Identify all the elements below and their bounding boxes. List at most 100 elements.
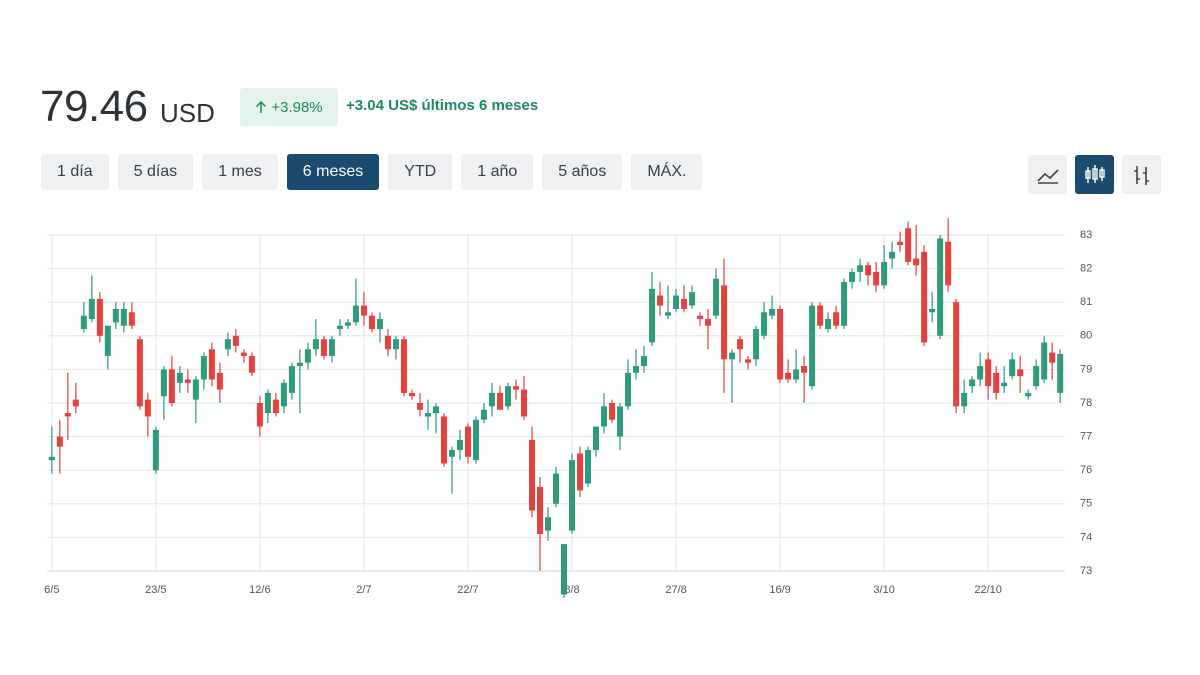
candle-body — [897, 241, 904, 246]
candle-body — [681, 298, 688, 309]
candle-body — [432, 406, 439, 414]
candle-body — [80, 315, 87, 330]
ohlc-button[interactable] — [1122, 155, 1161, 194]
candle-body — [721, 285, 728, 360]
candle-body — [48, 456, 55, 461]
candle-body — [697, 315, 704, 319]
range-button[interactable]: 1 mes — [202, 154, 278, 190]
candle-body — [793, 369, 800, 380]
candle-body — [833, 312, 840, 326]
range-button[interactable]: 5 años — [542, 154, 623, 190]
candle-body — [905, 228, 912, 262]
candle-body — [1009, 359, 1016, 377]
x-tick-label: 2/7 — [356, 584, 371, 596]
x-tick-label: 8/8 — [564, 584, 579, 596]
y-tick-label: 80 — [1080, 330, 1092, 342]
y-tick-label: 75 — [1080, 498, 1092, 510]
candle-body — [504, 386, 511, 407]
line-chart-button[interactable] — [1028, 155, 1067, 194]
range-selector: 1 día 5 días 1 mes 6 meses YTD 1 año 5 años MÁX… — [41, 154, 703, 190]
candle-body — [192, 379, 199, 400]
y-tick-label: 83 — [1080, 229, 1092, 241]
range-button[interactable]: 5 días — [117, 154, 194, 190]
range-button[interactable]: 6 meses — [286, 154, 380, 190]
line-icon — [1037, 169, 1059, 184]
candle-body — [280, 382, 287, 407]
candle-body — [208, 349, 215, 380]
candle-body — [456, 439, 463, 451]
range-button[interactable]: MÁX. — [631, 154, 703, 190]
change-percent: +3.98% — [271, 98, 323, 116]
candle-body — [993, 372, 1000, 393]
candle-body — [1057, 353, 1064, 393]
candle-body — [360, 305, 367, 316]
candle-body — [440, 416, 447, 464]
candle-body — [713, 278, 720, 316]
range-button[interactable]: YTD — [388, 154, 453, 190]
y-tick-label: 81 — [1080, 296, 1092, 308]
candle-body — [889, 251, 896, 259]
candle-body — [737, 339, 744, 350]
candle-body — [392, 339, 399, 350]
candle-body — [200, 355, 207, 380]
x-tick-label: 27/8 — [665, 584, 686, 596]
candle-body — [160, 369, 167, 397]
candle-body — [985, 359, 992, 387]
candle-body — [785, 372, 792, 380]
x-tick-label: 6/5 — [44, 584, 59, 596]
candle-body — [569, 460, 576, 531]
y-tick-label: 73 — [1080, 565, 1092, 577]
range-button[interactable]: 1 día — [41, 154, 109, 190]
candlestick-button[interactable] — [1075, 155, 1114, 194]
candle-body — [585, 450, 592, 484]
candle-body — [745, 359, 752, 363]
candle-body — [609, 403, 616, 420]
x-tick-label: 12/6 — [249, 584, 270, 596]
candle-body — [104, 325, 111, 356]
candle-body — [240, 352, 247, 356]
candle-body — [288, 366, 295, 393]
candle-body — [705, 319, 712, 326]
candle-body — [176, 372, 183, 383]
candle-body — [561, 544, 568, 595]
candle-body — [929, 308, 936, 313]
candle-body — [761, 312, 768, 336]
candle-body — [809, 305, 816, 387]
candle-body — [352, 305, 359, 323]
candle-body — [144, 399, 151, 417]
candle-body — [64, 413, 71, 417]
candle-body — [488, 392, 495, 407]
candle-body — [865, 265, 872, 276]
x-tick-label: 23/5 — [145, 584, 166, 596]
candle-body — [480, 409, 487, 420]
candle-body — [320, 339, 327, 356]
candle-body — [937, 238, 944, 336]
candle-body — [953, 302, 960, 407]
candle-body — [128, 312, 135, 326]
candle-body — [184, 379, 191, 383]
candle-body — [520, 389, 527, 417]
candle-body — [969, 379, 976, 387]
candle-body — [553, 473, 559, 504]
up-arrow-icon — [256, 100, 267, 113]
candle-body — [112, 308, 119, 323]
candle-body — [921, 251, 928, 343]
candle-body — [1033, 366, 1040, 387]
candle-body — [777, 308, 784, 380]
candle-body — [1001, 382, 1008, 387]
candle-body — [753, 329, 760, 360]
candle-body — [96, 298, 103, 336]
y-tick-label: 76 — [1080, 464, 1092, 476]
candle-body — [1041, 342, 1048, 380]
range-button[interactable]: 1 año — [461, 154, 534, 190]
candle-body — [649, 288, 656, 343]
change-absolute: +3.04 US$ últimos 6 meses — [346, 97, 539, 114]
candle-body — [120, 308, 127, 326]
candle-body — [1025, 392, 1032, 397]
candle-body — [312, 339, 319, 350]
x-tick-label: 22/7 — [457, 584, 478, 596]
change-badge: +3.98% — [240, 88, 338, 126]
candle-body — [248, 355, 255, 373]
candle-body — [264, 392, 271, 414]
